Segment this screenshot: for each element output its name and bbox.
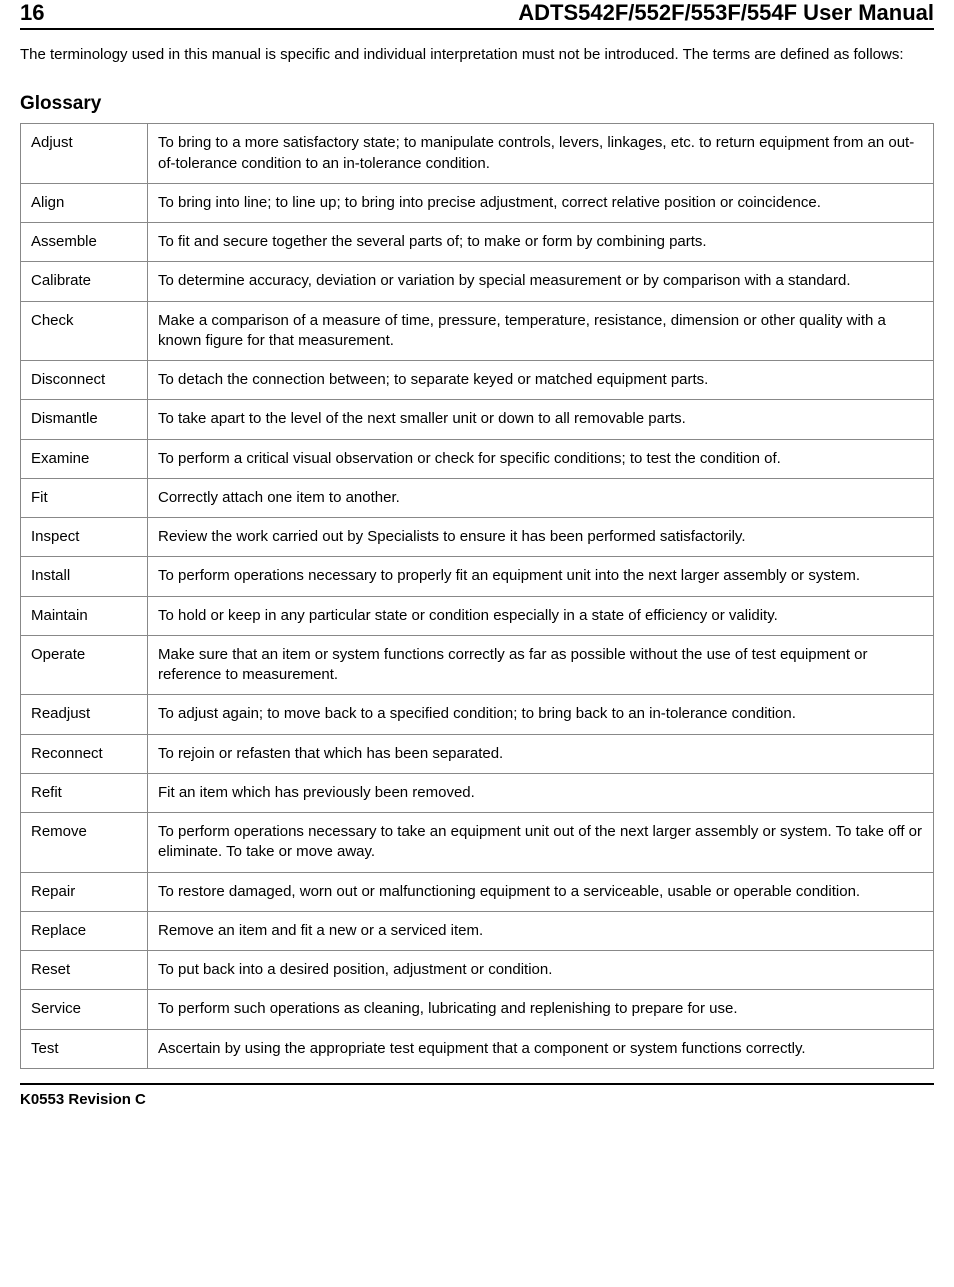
- glossary-definition: Make sure that an item or system functio…: [148, 635, 934, 695]
- glossary-definition: To put back into a desired position, adj…: [148, 951, 934, 990]
- glossary-row: FitCorrectly attach one item to another.: [21, 478, 934, 517]
- glossary-row: MaintainTo hold or keep in any particula…: [21, 596, 934, 635]
- glossary-term: Reset: [21, 951, 148, 990]
- glossary-definition: Ascertain by using the appropriate test …: [148, 1029, 934, 1068]
- glossary-table: AdjustTo bring to a more satisfactory st…: [20, 123, 934, 1069]
- glossary-term: Calibrate: [21, 262, 148, 301]
- glossary-term: Dismantle: [21, 400, 148, 439]
- glossary-term: Operate: [21, 635, 148, 695]
- glossary-row: AlignTo bring into line; to line up; to …: [21, 183, 934, 222]
- glossary-definition: To adjust again; to move back to a speci…: [148, 695, 934, 734]
- glossary-definition: To bring to a more satisfactory state; t…: [148, 124, 934, 184]
- glossary-definition: To hold or keep in any particular state …: [148, 596, 934, 635]
- glossary-row: DisconnectTo detach the connection betwe…: [21, 361, 934, 400]
- glossary-term: Disconnect: [21, 361, 148, 400]
- glossary-term: Readjust: [21, 695, 148, 734]
- glossary-term: Reconnect: [21, 734, 148, 773]
- glossary-term: Adjust: [21, 124, 148, 184]
- glossary-term: Examine: [21, 439, 148, 478]
- glossary-row: RefitFit an item which has previously be…: [21, 773, 934, 812]
- glossary-row: AssembleTo fit and secure together the s…: [21, 223, 934, 262]
- glossary-term: Replace: [21, 911, 148, 950]
- glossary-definition: Fit an item which has previously been re…: [148, 773, 934, 812]
- glossary-row: CheckMake a comparison of a measure of t…: [21, 301, 934, 361]
- glossary-term: Check: [21, 301, 148, 361]
- glossary-row: InstallTo perform operations necessary t…: [21, 557, 934, 596]
- glossary-definition: Remove an item and fit a new or a servic…: [148, 911, 934, 950]
- glossary-definition: To take apart to the level of the next s…: [148, 400, 934, 439]
- glossary-term: Inspect: [21, 518, 148, 557]
- glossary-definition: Make a comparison of a measure of time, …: [148, 301, 934, 361]
- glossary-row: ReconnectTo rejoin or refasten that whic…: [21, 734, 934, 773]
- glossary-definition: To determine accuracy, deviation or vari…: [148, 262, 934, 301]
- intro-paragraph: The terminology used in this manual is s…: [20, 45, 934, 65]
- manual-title: ADTS542F/552F/553F/554F User Manual: [518, 0, 934, 26]
- glossary-definition: To restore damaged, worn out or malfunct…: [148, 872, 934, 911]
- glossary-term: Service: [21, 990, 148, 1029]
- glossary-definition: Review the work carried out by Specialis…: [148, 518, 934, 557]
- glossary-row: RepairTo restore damaged, worn out or ma…: [21, 872, 934, 911]
- glossary-definition: To perform operations necessary to prope…: [148, 557, 934, 596]
- glossary-term: Fit: [21, 478, 148, 517]
- glossary-definition: Correctly attach one item to another.: [148, 478, 934, 517]
- glossary-definition: To rejoin or refasten that which has bee…: [148, 734, 934, 773]
- glossary-term: Refit: [21, 773, 148, 812]
- glossary-term: Align: [21, 183, 148, 222]
- glossary-row: CalibrateTo determine accuracy, deviatio…: [21, 262, 934, 301]
- glossary-row: ExamineTo perform a critical visual obse…: [21, 439, 934, 478]
- glossary-term: Install: [21, 557, 148, 596]
- glossary-row: DismantleTo take apart to the level of t…: [21, 400, 934, 439]
- glossary-term: Maintain: [21, 596, 148, 635]
- glossary-row: OperateMake sure that an item or system …: [21, 635, 934, 695]
- glossary-row: RemoveTo perform operations necessary to…: [21, 813, 934, 873]
- glossary-definition: To perform such operations as cleaning, …: [148, 990, 934, 1029]
- page-header: 16 ADTS542F/552F/553F/554F User Manual: [20, 0, 934, 30]
- glossary-row: ReplaceRemove an item and fit a new or a…: [21, 911, 934, 950]
- page-number: 16: [20, 0, 44, 26]
- glossary-definition: To perform a critical visual observation…: [148, 439, 934, 478]
- glossary-term: Remove: [21, 813, 148, 873]
- glossary-definition: To fit and secure together the several p…: [148, 223, 934, 262]
- page-footer: K0553 Revision C: [20, 1083, 934, 1108]
- glossary-definition: To detach the connection between; to sep…: [148, 361, 934, 400]
- glossary-row: AdjustTo bring to a more satisfactory st…: [21, 124, 934, 184]
- glossary-heading: Glossary: [20, 93, 934, 115]
- glossary-row: ResetTo put back into a desired position…: [21, 951, 934, 990]
- glossary-row: ServiceTo perform such operations as cle…: [21, 990, 934, 1029]
- glossary-row: TestAscertain by using the appropriate t…: [21, 1029, 934, 1068]
- glossary-term: Repair: [21, 872, 148, 911]
- glossary-term: Test: [21, 1029, 148, 1068]
- glossary-definition: To bring into line; to line up; to bring…: [148, 183, 934, 222]
- glossary-row: InspectReview the work carried out by Sp…: [21, 518, 934, 557]
- glossary-row: ReadjustTo adjust again; to move back to…: [21, 695, 934, 734]
- glossary-definition: To perform operations necessary to take …: [148, 813, 934, 873]
- glossary-term: Assemble: [21, 223, 148, 262]
